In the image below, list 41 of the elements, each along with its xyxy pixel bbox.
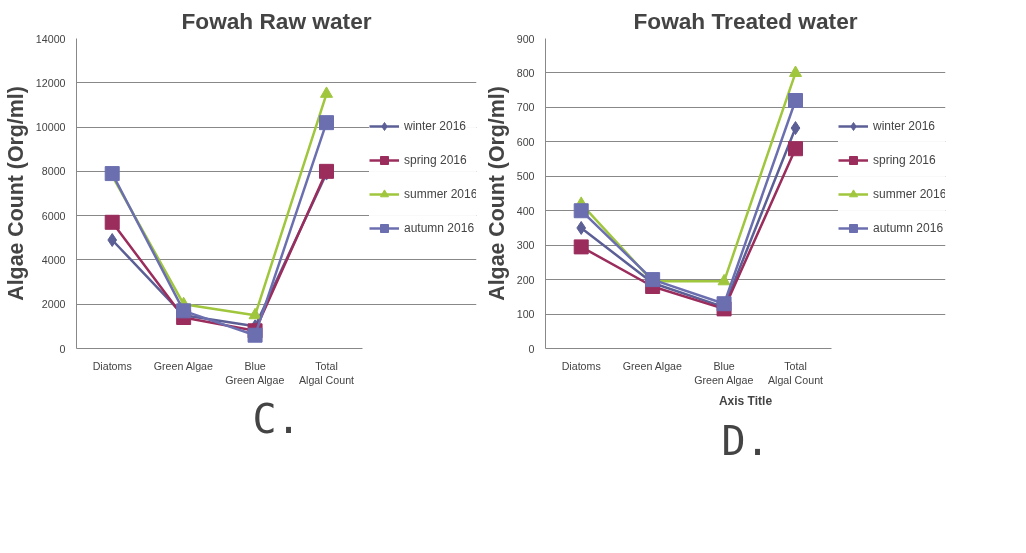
y-tick-label: 6000 — [41, 209, 66, 222]
legend-label: spring 2016 — [404, 153, 467, 167]
x-tick-label: Blue Green Algae — [225, 359, 285, 386]
x-tick-label: Blue Green Algae — [694, 359, 754, 386]
y-tick-label: 600 — [516, 135, 535, 148]
y-tick-label: 0 — [59, 342, 66, 355]
chart-title: Fowah Raw water — [181, 7, 372, 34]
y-axis-title: Algae Count (Org/ml) — [484, 86, 509, 301]
x-tick-label: Green Algae — [622, 359, 683, 372]
y-tick-label: 12000 — [35, 76, 66, 89]
y-tick-label: 700 — [516, 101, 535, 114]
y-tick-label: 100 — [516, 308, 535, 321]
y-tick-label: 8000 — [41, 165, 66, 178]
text: C. — [252, 395, 301, 442]
legend-label: winter 2016 — [404, 119, 467, 133]
y-tick-label: 4000 — [41, 253, 66, 266]
y-tick-label: 400 — [516, 204, 535, 217]
y-tick-label: 800 — [516, 66, 535, 79]
x-tick-label: Total Algal Count — [767, 359, 824, 386]
legend-label: autumn 2016 — [404, 221, 475, 235]
y-tick-label: 2000 — [41, 298, 66, 311]
x-tick-label: Green Algae — [153, 359, 214, 372]
y-axis-title: Algae Count (Org/ml) — [3, 86, 28, 301]
y-tick-label: 10000 — [35, 121, 66, 134]
y-tick-label: 0 — [528, 342, 535, 355]
legend-label: winter 2016 — [873, 119, 936, 133]
y-tick-label: 900 — [516, 32, 535, 45]
x-axis-title: Axis Title — [718, 393, 773, 408]
y-tick-label: 300 — [516, 239, 535, 252]
x-tick-label: Diatoms — [92, 359, 132, 372]
text: D. — [721, 417, 770, 464]
legend-label: summer 2016 — [404, 187, 477, 201]
legend-label: summer 2016 — [873, 187, 946, 201]
y-tick-label: 200 — [516, 273, 535, 286]
legend-label: spring 2016 — [873, 153, 936, 167]
y-tick-label: 14000 — [35, 32, 66, 45]
chart-title: Fowah Treated water — [633, 7, 858, 34]
y-tick-label: 500 — [516, 170, 535, 183]
x-tick-label: Diatoms — [561, 359, 601, 372]
legend-label: autumn 2016 — [873, 221, 944, 235]
x-tick-label: Total Algal Count — [298, 359, 355, 386]
